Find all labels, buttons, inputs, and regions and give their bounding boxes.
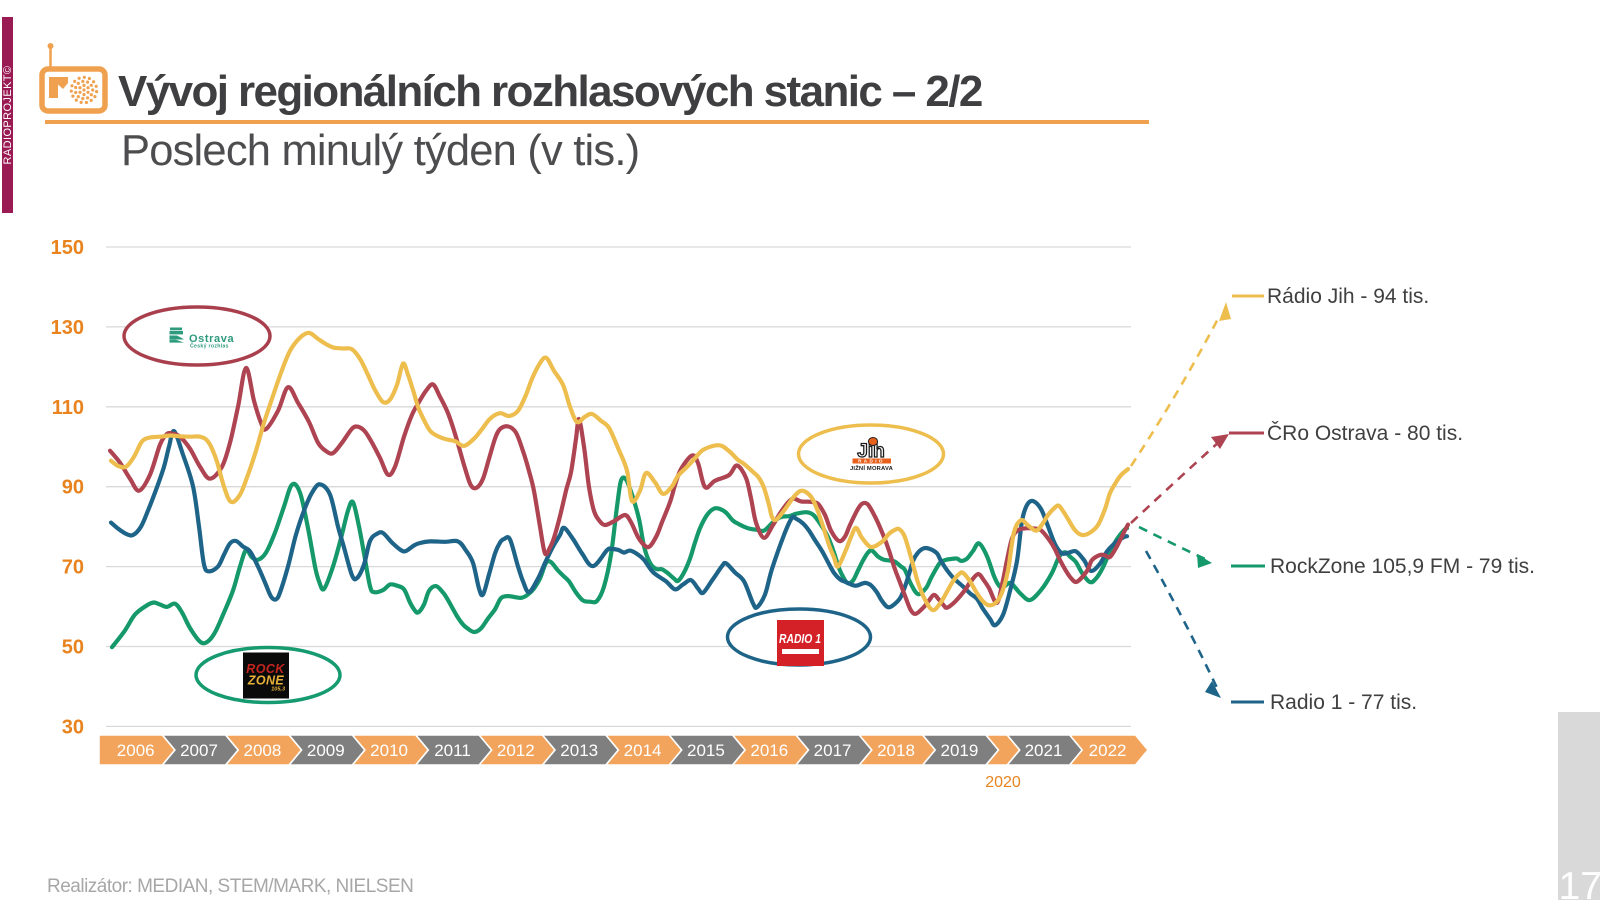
svg-text:2016: 2016 bbox=[750, 741, 788, 760]
svg-text:50: 50 bbox=[62, 637, 84, 659]
svg-text:2013: 2013 bbox=[560, 741, 598, 760]
svg-text:Radio 1 - 77 tis.: Radio 1 - 77 tis. bbox=[1270, 691, 1417, 714]
svg-text:2011: 2011 bbox=[434, 741, 471, 760]
svg-text:110: 110 bbox=[52, 397, 84, 419]
svg-text:RADIO: RADIO bbox=[858, 459, 885, 464]
svg-text:2018: 2018 bbox=[877, 741, 915, 760]
svg-text:ČRo Ostrava - 80 tis.: ČRo Ostrava - 80 tis. bbox=[1267, 422, 1463, 445]
svg-text:2020: 2020 bbox=[985, 774, 1021, 791]
svg-text:130: 130 bbox=[51, 317, 84, 339]
svg-text:RockZone 105,9 FM - 79 tis.: RockZone 105,9 FM - 79 tis. bbox=[1270, 555, 1535, 578]
svg-text:2015: 2015 bbox=[687, 741, 725, 760]
svg-text:70: 70 bbox=[62, 557, 84, 579]
svg-text:2009: 2009 bbox=[307, 741, 345, 760]
svg-text:2010: 2010 bbox=[370, 741, 408, 760]
svg-text:2021: 2021 bbox=[1025, 741, 1063, 760]
svg-text:2022: 2022 bbox=[1089, 741, 1127, 760]
svg-text:2006: 2006 bbox=[117, 741, 155, 760]
svg-text:90: 90 bbox=[62, 477, 84, 499]
svg-text:RADIO 1: RADIO 1 bbox=[779, 631, 821, 646]
svg-text:ROCK: ROCK bbox=[246, 662, 285, 676]
svg-text:JIŽNÍ MORAVA: JIŽNÍ MORAVA bbox=[850, 464, 894, 472]
svg-text:2019: 2019 bbox=[940, 741, 978, 760]
svg-text:ZONE: ZONE bbox=[247, 674, 285, 688]
svg-text:105,3: 105,3 bbox=[271, 687, 285, 693]
svg-text:30: 30 bbox=[62, 716, 84, 738]
svg-text:Český rozhlas: Český rozhlas bbox=[190, 343, 229, 350]
svg-text:2014: 2014 bbox=[624, 741, 662, 760]
svg-text:Ostrava: Ostrava bbox=[189, 333, 234, 345]
svg-text:150: 150 bbox=[51, 237, 84, 259]
svg-text:2012: 2012 bbox=[497, 741, 535, 760]
svg-text:2007: 2007 bbox=[180, 741, 218, 760]
svg-text:Jih: Jih bbox=[857, 441, 884, 462]
svg-text:Rádio Jih - 94 tis.: Rádio Jih - 94 tis. bbox=[1267, 285, 1429, 308]
svg-text:2017: 2017 bbox=[814, 741, 852, 760]
svg-text:2008: 2008 bbox=[243, 741, 281, 760]
